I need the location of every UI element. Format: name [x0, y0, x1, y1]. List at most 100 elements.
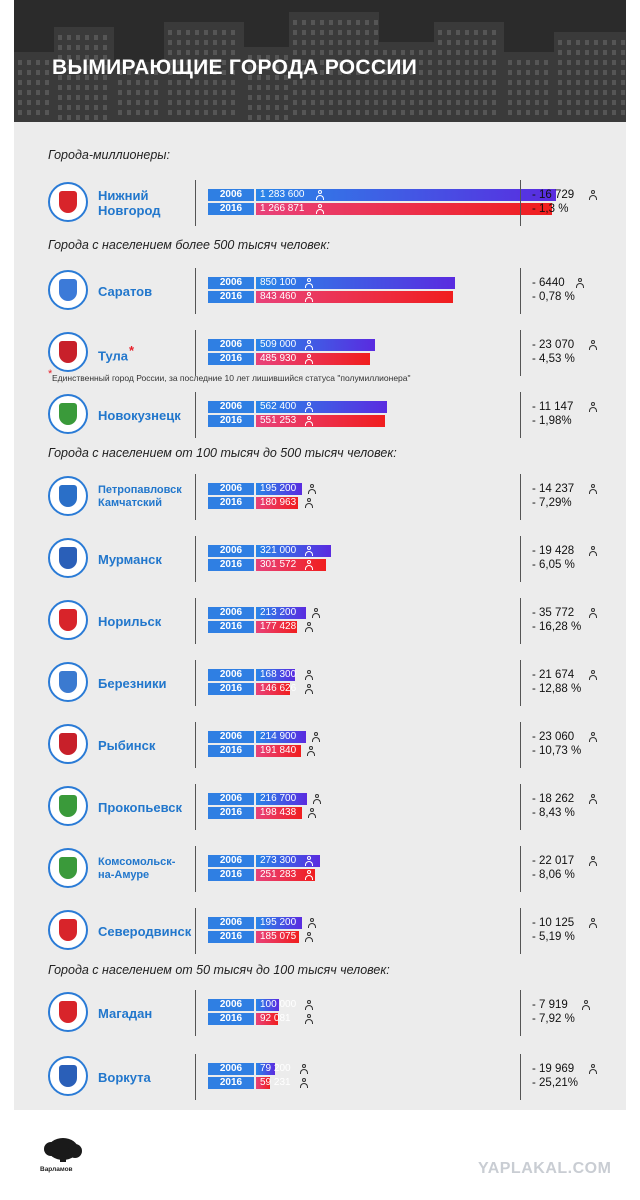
city-emblem-icon [48, 724, 88, 764]
city-row: Комсомольск-на-Амуре 2006 2016 273 300 251 2… [48, 846, 608, 892]
city-row: Мурманск 2006 2016 321 000 301 572 - 19 428 - … [48, 536, 608, 582]
bar-2016 [256, 1013, 278, 1025]
divider [195, 474, 196, 520]
divider [520, 846, 521, 892]
divider [195, 722, 196, 768]
year-label-2006: 2006 [208, 793, 254, 805]
city-name-line: Тула* [98, 343, 134, 363]
city-row: Воркута 2006 2016 79 200 59 231 - 19 969 - 25,… [48, 1054, 608, 1100]
person-icon [299, 1064, 308, 1074]
person-icon [316, 190, 325, 200]
year-label-2006: 2006 [208, 401, 254, 413]
city-name: Магадан [98, 990, 152, 1036]
person-icon [588, 794, 597, 804]
person-icon [305, 354, 314, 364]
bar-2016 [256, 621, 298, 633]
delta-people: - 23 060 [532, 731, 575, 743]
bar-2006 [256, 189, 556, 201]
delta-people: - 23 070 [532, 339, 575, 351]
city-name-line: на-Амуре [98, 869, 150, 881]
city-name-line: Воркута [98, 1069, 151, 1085]
bar-2006 [256, 669, 296, 681]
divider [520, 598, 521, 644]
delta-people: - 35 772 [532, 607, 575, 619]
divider [520, 268, 521, 314]
city-name: Воркута [98, 1054, 151, 1100]
value-2006: 214 900 [260, 731, 297, 742]
city-emblem-icon [48, 662, 88, 702]
person-icon [588, 1064, 597, 1074]
value-2016: 59 231 [260, 1077, 291, 1088]
city-name: Прокопьевск [98, 784, 182, 830]
delta-percent: - 16,28 % [532, 621, 582, 633]
city-emblem-icon [48, 910, 88, 950]
person-icon [588, 670, 597, 680]
delta-percent: - 7,29% [532, 497, 572, 509]
delta-percent: - 4,53 % [532, 353, 575, 365]
divider [520, 784, 521, 830]
city-emblem-icon [48, 394, 88, 434]
city-row: Новокузнецк 2006 2016 562 400 551 253 - 11 14… [48, 392, 608, 438]
value-2006: 562 400 [260, 401, 297, 412]
person-icon [588, 402, 597, 412]
divider [520, 722, 521, 768]
year-label-2006: 2006 [208, 277, 254, 289]
value-2006: 273 300 [260, 855, 297, 866]
city-row: Рыбинск 2006 2016 214 900 191 840 - 23 060 - 1… [48, 722, 608, 768]
city-name-line: Норильск [98, 613, 162, 629]
year-label-2006: 2006 [208, 855, 254, 867]
person-icon [307, 918, 316, 928]
value-2016: 1 266 871 [260, 203, 305, 214]
delta-percent: - 10,73 % [532, 745, 582, 757]
city-name-line: Камчатский [98, 497, 162, 509]
divider [195, 536, 196, 582]
person-icon [305, 292, 314, 302]
divider [520, 392, 521, 438]
city-emblem-icon [48, 332, 88, 372]
city-row: Саратов 2006 2016 850 100 843 460 - 6440 - 0,7… [48, 268, 608, 314]
person-icon [588, 484, 597, 494]
person-icon [575, 278, 584, 288]
city-name-line: Мурманск [98, 551, 162, 567]
year-label-2016: 2016 [208, 415, 254, 427]
bar-2006 [256, 999, 280, 1011]
year-label-2016: 2016 [208, 559, 254, 571]
city-row: Тула* 2006 2016 509 000 485 930 - 23 070 - 4,5… [48, 330, 608, 376]
year-label-2016: 2016 [208, 869, 254, 881]
delta-people: - 19 969 [532, 1063, 575, 1075]
city-emblem-icon [48, 992, 88, 1032]
city-name: Березники [98, 660, 167, 706]
year-label-2016: 2016 [208, 291, 254, 303]
delta-people: - 10 125 [532, 917, 575, 929]
person-icon [305, 670, 314, 680]
year-label-2006: 2006 [208, 483, 254, 495]
divider [195, 846, 196, 892]
divider [195, 990, 196, 1036]
delta-percent: - 8,43 % [532, 807, 575, 819]
section-label-50k-100k: Города с населением от 50 тысяч до 100 т… [48, 963, 390, 977]
delta-people: - 19 428 [532, 545, 575, 557]
year-label-2006: 2006 [208, 607, 254, 619]
person-icon [588, 608, 597, 618]
city-name: Тула* [98, 330, 134, 376]
year-label-2016: 2016 [208, 621, 254, 633]
value-2016: 191 840 [260, 745, 297, 756]
bar-2016 [256, 869, 315, 881]
footnote-mark: * [48, 368, 53, 380]
bar-2006 [256, 793, 307, 805]
bar-2016 [256, 497, 299, 509]
bar-2016 [256, 807, 303, 819]
value-2006: 79 200 [260, 1063, 291, 1074]
divider [195, 180, 196, 226]
bar-2006 [256, 731, 307, 743]
delta-percent: - 12,88 % [532, 683, 582, 695]
delta-people: - 7 919 [532, 999, 568, 1011]
delta-people: - 21 674 [532, 669, 575, 681]
person-icon [312, 794, 321, 804]
value-2016: 251 283 [260, 869, 297, 880]
value-2016: 551 253 [260, 415, 297, 426]
delta-percent: - 0,78 % [532, 291, 575, 303]
person-icon [305, 402, 314, 412]
city-name-line: Нижний [98, 188, 149, 203]
year-label-2016: 2016 [208, 497, 254, 509]
